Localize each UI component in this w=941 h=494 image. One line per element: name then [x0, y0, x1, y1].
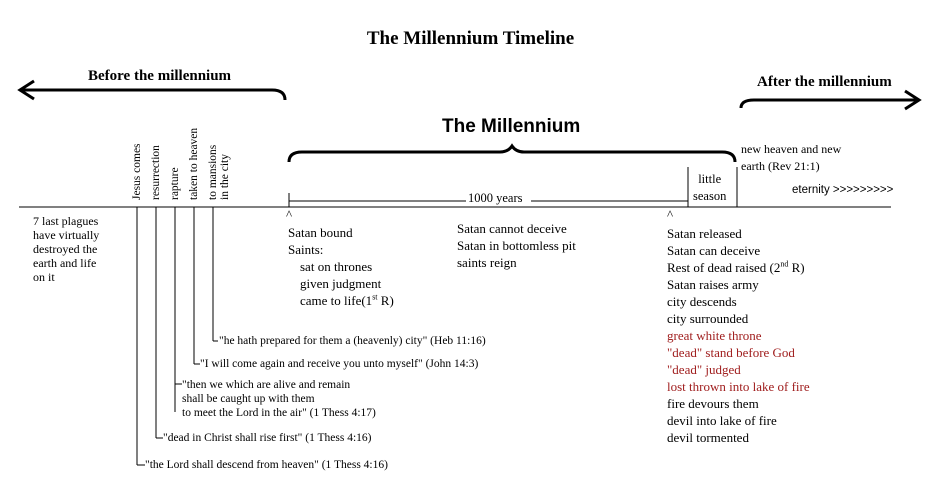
millennium-mid-events: Satan cannot deceive Satan in bottomless…	[457, 221, 576, 270]
millennium-start-events: Satan bound Saints: sat on thrones given…	[288, 225, 394, 308]
years-label: 1000 years	[468, 191, 523, 205]
page-title: The Millennium Timeline	[366, 28, 575, 49]
new-heaven-label: new heaven and new earth (Rev 21:1)	[741, 142, 842, 173]
caret-start: ^	[286, 207, 293, 222]
mansions-label: to mansions in the city	[207, 144, 231, 200]
millennium-label: The Millennium	[442, 116, 581, 137]
millennium-end-events: Satan released Satan can deceive Rest of…	[667, 226, 810, 445]
quote-jesus: "the Lord shall descend from heaven" (1 …	[145, 459, 388, 471]
rapture-label: rapture	[169, 167, 181, 200]
before-arrow	[17, 79, 287, 101]
taken-to-heaven-label: taken to heaven	[188, 127, 200, 200]
quote-resurrection: "dead in Christ shall rise first" (1 The…	[163, 432, 372, 444]
resurrection-label: resurrection	[150, 145, 162, 200]
quote-mansions: "he hath prepared for them a (heavenly) …	[219, 335, 486, 347]
after-millennium-label: After the millennium	[757, 74, 892, 90]
before-millennium-label: Before the millennium	[88, 68, 232, 84]
plagues-text: 7 last plagues have virtually destroyed …	[33, 214, 100, 284]
millennium-brace	[287, 143, 737, 163]
caret-end: ^	[667, 207, 674, 222]
eternity-label: eternity >>>>>>>>>	[792, 184, 894, 196]
little-season-label: little season	[693, 172, 727, 203]
after-arrow	[739, 89, 922, 111]
jesus-comes-label: Jesus comes	[131, 143, 143, 200]
quote-taken: "I will come again and receive you unto …	[200, 358, 479, 370]
quote-rapture: "then we which are alive and remain shal…	[182, 379, 376, 419]
